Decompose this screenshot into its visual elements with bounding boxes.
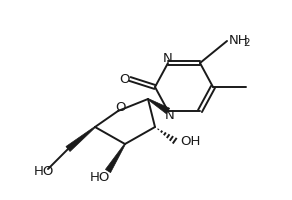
Polygon shape bbox=[148, 99, 170, 114]
Text: N: N bbox=[165, 109, 175, 122]
Polygon shape bbox=[66, 127, 95, 152]
Text: HO: HO bbox=[90, 171, 110, 184]
Text: O: O bbox=[119, 73, 129, 86]
Text: OH: OH bbox=[180, 135, 200, 148]
Text: N: N bbox=[163, 52, 173, 65]
Polygon shape bbox=[105, 144, 126, 173]
Text: HO: HO bbox=[34, 165, 54, 178]
Text: 2: 2 bbox=[243, 38, 250, 48]
Text: O: O bbox=[115, 101, 125, 114]
Text: NH: NH bbox=[229, 33, 248, 46]
